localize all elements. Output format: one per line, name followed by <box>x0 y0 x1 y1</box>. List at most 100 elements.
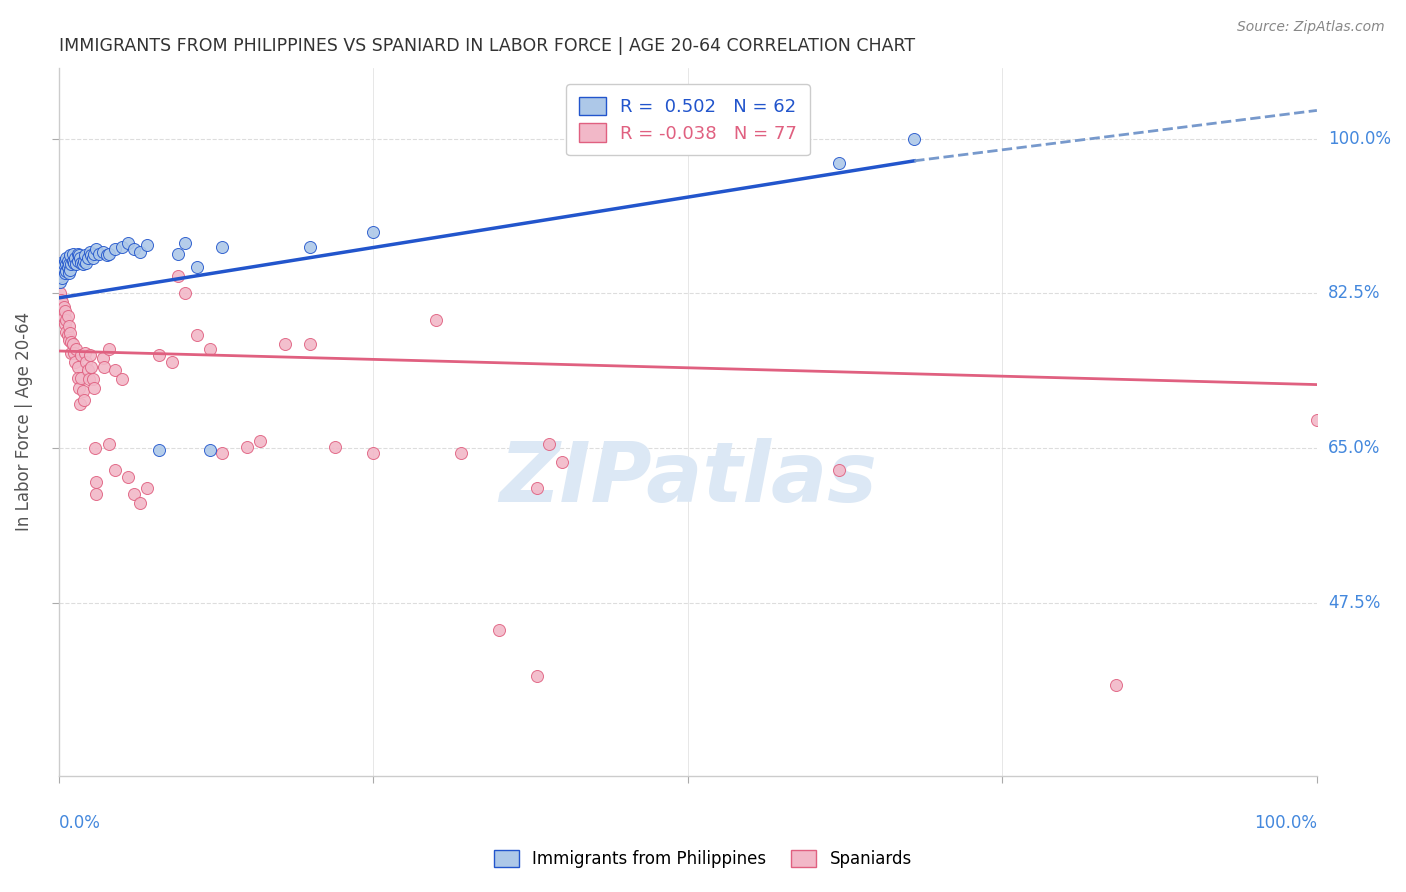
Text: 65.0%: 65.0% <box>1329 439 1381 458</box>
Point <box>526 669 548 683</box>
Point <box>98 246 121 260</box>
Point <box>51 260 73 274</box>
Point <box>62 345 84 359</box>
Point <box>274 337 297 351</box>
Point <box>129 496 152 510</box>
Point <box>67 381 90 395</box>
Point <box>211 446 233 460</box>
Point <box>91 244 114 259</box>
Point <box>53 318 76 332</box>
Point <box>59 262 82 277</box>
Point <box>186 260 208 274</box>
Point <box>65 342 87 356</box>
Y-axis label: In Labor Force | Age 20-64: In Labor Force | Age 20-64 <box>15 312 32 532</box>
Text: 0.0%: 0.0% <box>59 814 101 832</box>
Point <box>249 434 271 449</box>
Point <box>361 446 384 460</box>
Point <box>96 248 118 262</box>
Point <box>53 304 76 318</box>
Point <box>551 454 574 468</box>
Point <box>82 251 104 265</box>
Point <box>56 253 79 268</box>
Point <box>104 242 127 256</box>
Point <box>110 372 132 386</box>
Point <box>83 246 105 260</box>
Point <box>186 328 208 343</box>
Point <box>51 301 73 316</box>
Legend: Immigrants from Philippines, Spaniards: Immigrants from Philippines, Spaniards <box>488 843 918 875</box>
Point <box>49 298 72 312</box>
Point <box>62 255 84 269</box>
Point <box>58 334 80 348</box>
Point <box>55 325 77 339</box>
Point <box>51 266 73 280</box>
Point <box>160 354 183 368</box>
Point <box>58 257 80 271</box>
Point <box>56 328 79 343</box>
Point <box>98 342 121 356</box>
Point <box>1306 413 1329 427</box>
Point <box>62 246 84 260</box>
Point <box>828 463 851 477</box>
Point <box>75 345 97 359</box>
Point <box>526 481 548 495</box>
Point <box>73 392 96 407</box>
Point <box>70 255 93 269</box>
Point <box>903 132 925 146</box>
Point <box>52 257 75 271</box>
Point <box>129 244 152 259</box>
Point <box>76 251 98 265</box>
Point <box>66 370 89 384</box>
Point <box>56 309 79 323</box>
Point <box>167 246 190 260</box>
Text: ZIPatlas: ZIPatlas <box>499 438 877 519</box>
Point <box>51 293 73 307</box>
Point <box>488 623 510 637</box>
Point <box>79 348 101 362</box>
Point <box>86 487 108 501</box>
Point <box>198 342 221 356</box>
Point <box>49 268 72 283</box>
Point <box>49 275 72 289</box>
Point <box>52 310 75 325</box>
Point <box>361 225 384 239</box>
Point <box>59 326 82 341</box>
Point <box>198 443 221 458</box>
Point <box>53 253 76 268</box>
Point <box>67 248 90 262</box>
Point <box>538 437 561 451</box>
Point <box>173 236 195 251</box>
Point <box>122 242 145 256</box>
Point <box>450 446 472 460</box>
Point <box>84 442 107 456</box>
Point <box>77 372 100 386</box>
Point <box>58 266 80 280</box>
Point <box>122 487 145 501</box>
Point <box>66 253 89 268</box>
Point <box>91 351 114 365</box>
Point <box>60 345 83 359</box>
Point <box>63 251 86 265</box>
Point <box>135 237 157 252</box>
Point <box>83 381 105 395</box>
Point <box>828 156 851 170</box>
Point <box>425 313 447 327</box>
Text: IMMIGRANTS FROM PHILIPPINES VS SPANIARD IN LABOR FORCE | AGE 20-64 CORRELATION C: IMMIGRANTS FROM PHILIPPINES VS SPANIARD … <box>59 37 915 55</box>
Point <box>69 397 91 411</box>
Point <box>51 309 73 323</box>
Point <box>299 337 322 351</box>
Text: 100.0%: 100.0% <box>1254 814 1317 832</box>
Point <box>76 363 98 377</box>
Point <box>66 246 89 260</box>
Text: 100.0%: 100.0% <box>1329 129 1391 148</box>
Point <box>49 286 72 301</box>
Point <box>51 271 73 285</box>
Point <box>135 481 157 495</box>
Text: 82.5%: 82.5% <box>1329 285 1381 302</box>
Point <box>62 337 84 351</box>
Point <box>236 440 259 454</box>
Point <box>56 260 79 274</box>
Point <box>1104 678 1126 692</box>
Point <box>51 255 73 269</box>
Point <box>53 266 76 280</box>
